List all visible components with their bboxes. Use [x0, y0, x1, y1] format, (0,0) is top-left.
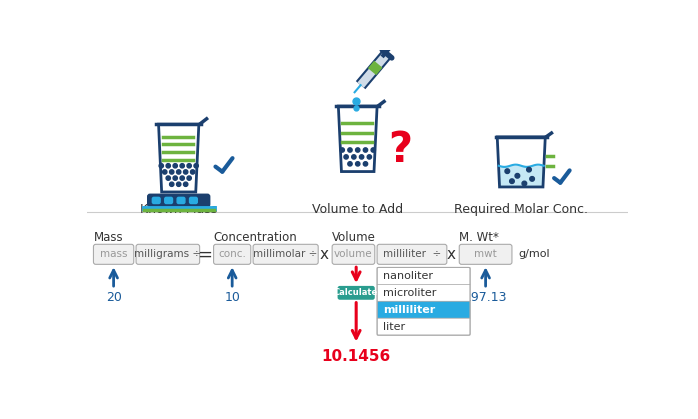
Circle shape [177, 182, 181, 186]
Text: Calculate: Calculate [334, 288, 378, 297]
FancyBboxPatch shape [377, 301, 470, 318]
FancyBboxPatch shape [94, 244, 134, 264]
Text: x: x [447, 247, 456, 262]
Circle shape [191, 170, 195, 174]
Text: Volume to Add: Volume to Add [312, 203, 403, 216]
Circle shape [173, 164, 177, 168]
FancyBboxPatch shape [377, 267, 470, 285]
Circle shape [355, 162, 360, 166]
Text: mass: mass [100, 249, 127, 259]
Text: Required Molar Conc.: Required Molar Conc. [454, 203, 588, 216]
Text: milliliter  ÷: milliliter ÷ [383, 249, 441, 259]
FancyBboxPatch shape [459, 244, 512, 264]
FancyBboxPatch shape [377, 244, 447, 264]
FancyBboxPatch shape [214, 244, 251, 264]
FancyBboxPatch shape [377, 285, 470, 301]
Circle shape [344, 155, 348, 159]
Text: 197.13: 197.13 [464, 291, 507, 304]
Text: M. Wt*: M. Wt* [459, 231, 499, 244]
Text: 10: 10 [224, 291, 240, 304]
Text: ?: ? [388, 129, 413, 171]
FancyBboxPatch shape [136, 244, 200, 264]
Text: millimolar ÷: millimolar ÷ [253, 249, 318, 259]
Text: conc.: conc. [218, 249, 246, 259]
Text: liter: liter [383, 322, 406, 332]
Circle shape [363, 162, 368, 166]
Circle shape [371, 148, 376, 152]
Circle shape [187, 164, 191, 168]
Text: milliliter: milliliter [383, 305, 436, 315]
Circle shape [187, 176, 191, 180]
Text: microliter: microliter [383, 288, 437, 298]
Text: =: = [198, 246, 213, 263]
FancyBboxPatch shape [177, 197, 185, 204]
Circle shape [530, 176, 535, 181]
Circle shape [194, 164, 198, 168]
Text: 10.1456: 10.1456 [322, 349, 391, 364]
Circle shape [166, 164, 170, 168]
Circle shape [180, 176, 184, 180]
Circle shape [166, 176, 170, 180]
Text: volume: volume [334, 249, 373, 259]
Circle shape [515, 173, 520, 178]
Polygon shape [498, 166, 544, 186]
Text: x: x [319, 247, 328, 262]
Circle shape [173, 176, 177, 180]
Circle shape [505, 169, 510, 173]
Text: 20: 20 [105, 291, 121, 304]
FancyBboxPatch shape [152, 197, 160, 204]
Circle shape [355, 148, 360, 152]
Circle shape [177, 170, 181, 174]
Circle shape [170, 170, 174, 174]
Text: Known Mass: Known Mass [140, 203, 217, 216]
Text: Concentration: Concentration [214, 231, 297, 244]
Circle shape [184, 170, 188, 174]
Circle shape [363, 148, 368, 152]
Text: mwt: mwt [474, 249, 497, 259]
Circle shape [352, 155, 356, 159]
Circle shape [348, 162, 352, 166]
Circle shape [522, 181, 527, 186]
FancyBboxPatch shape [190, 197, 198, 204]
Text: g/mol: g/mol [518, 249, 550, 259]
FancyBboxPatch shape [338, 286, 375, 300]
Circle shape [184, 182, 188, 186]
Text: Volume: Volume [332, 231, 376, 244]
Circle shape [180, 164, 184, 168]
FancyBboxPatch shape [165, 197, 172, 204]
Text: milligrams ÷: milligrams ÷ [134, 249, 202, 259]
FancyBboxPatch shape [253, 244, 318, 264]
Circle shape [527, 167, 531, 172]
Circle shape [510, 179, 514, 184]
Circle shape [159, 164, 163, 168]
Circle shape [163, 170, 167, 174]
Circle shape [359, 155, 364, 159]
Circle shape [340, 148, 344, 152]
FancyBboxPatch shape [377, 318, 470, 335]
Circle shape [367, 155, 371, 159]
Circle shape [348, 148, 352, 152]
Text: nanoliter: nanoliter [383, 271, 433, 281]
FancyBboxPatch shape [332, 244, 375, 264]
Text: Mass: Mass [94, 231, 123, 244]
FancyBboxPatch shape [148, 194, 209, 207]
Circle shape [170, 182, 174, 186]
